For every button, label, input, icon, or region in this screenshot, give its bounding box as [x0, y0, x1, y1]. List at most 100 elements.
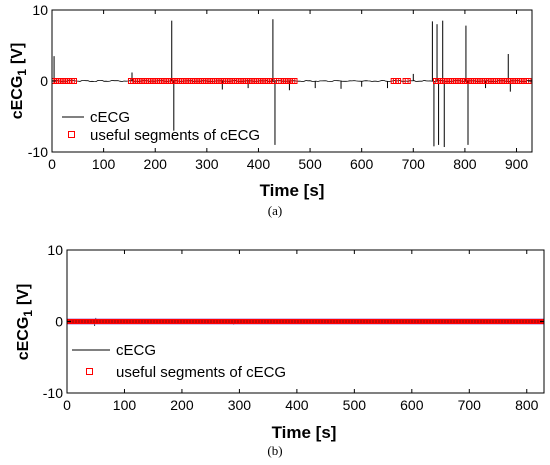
panel-b-useful-marker: [433, 319, 439, 324]
panel-b-useful-marker: [139, 319, 145, 324]
panel-b-legend-useful: useful segments of cECG: [116, 364, 286, 381]
panel-b-useful-marker: [271, 319, 277, 324]
panel-b-useful-marker: [370, 319, 376, 324]
panel-b-useful-marker: [409, 319, 415, 324]
panel-b-useful-marker: [352, 319, 358, 324]
panel-b-useful-marker: [142, 319, 148, 324]
panel-b-useful-marker: [217, 319, 223, 324]
panel-b-useful-marker: [238, 319, 244, 324]
panel-b-useful-marker: [295, 319, 301, 324]
panel-b-xtick-label: 800: [515, 397, 539, 413]
panel-b-useful-marker: [529, 319, 535, 324]
panel-b-useful-marker: [175, 319, 181, 324]
panel-b-ylabel-unit: [V]: [15, 284, 32, 305]
panel-b-xtick-label: 200: [170, 397, 194, 413]
panel-b-useful-marker: [247, 319, 253, 324]
panel-b-useful-marker: [154, 319, 160, 324]
panel-b-useful-marker: [397, 319, 403, 324]
panel-b-useful-marker: [523, 319, 529, 324]
panel-a-ytick-label: 0: [40, 73, 48, 89]
panel-b-useful-marker: [223, 319, 229, 324]
panel-b-xtick-label: 400: [285, 397, 309, 413]
panel-a-ylabel-unit: [V]: [9, 43, 26, 64]
panel-b-useful-marker: [508, 319, 514, 324]
panel-b-useful-marker: [358, 319, 364, 324]
panel-b-useful-marker: [301, 319, 307, 324]
panel-b-useful-marker: [241, 319, 247, 324]
panel-b-useful-marker: [355, 319, 361, 324]
panel-b-useful-marker: [181, 319, 187, 324]
panel-b-useful-marker: [85, 319, 91, 324]
panel-b-ytick-label: 0: [55, 314, 63, 330]
panel-b-useful-marker: [307, 319, 313, 324]
panel-b-useful-marker: [454, 319, 460, 324]
panel-b-useful-marker: [337, 319, 343, 324]
panel-b-useful-marker: [424, 319, 430, 324]
panel-b-useful-marker: [178, 319, 184, 324]
panel-b-useful-marker: [235, 319, 241, 324]
panel-b-legend-marker-swatch: [86, 368, 93, 375]
panel-b-useful-marker: [340, 319, 346, 324]
panel-b-useful-marker: [82, 319, 88, 324]
panel-b-useful-marker: [418, 319, 424, 324]
panel-a-xtick-label: 600: [350, 156, 374, 172]
panel-b-useful-marker: [169, 319, 175, 324]
panel-b-useful-marker: [76, 319, 82, 324]
panel-b-useful-marker: [298, 319, 304, 324]
panel-a-useful-marker: [395, 78, 402, 84]
panel-b-useful-marker: [145, 319, 151, 324]
panel-b-useful-marker: [373, 319, 379, 324]
panel-a-ylabel-subscript: 1: [15, 69, 29, 76]
panel-b-useful-marker: [229, 319, 235, 324]
panel-b-useful-marker: [406, 319, 412, 324]
panel-b-useful-marker: [91, 319, 97, 324]
panel-b-useful-marker: [481, 319, 487, 324]
panel-b-useful-marker: [109, 319, 115, 324]
panel-b-useful-marker: [250, 319, 256, 324]
panel-a-useful-marker: [291, 78, 298, 84]
panel-a-xtick-label: 200: [144, 156, 168, 172]
panel-b-useful-marker: [310, 319, 316, 324]
panel-b-useful-marker: [376, 319, 382, 324]
panel-b-useful-marker: [442, 319, 448, 324]
panel-b-useful-marker: [148, 319, 154, 324]
panel-b-ylabel-main: cECG: [15, 317, 32, 361]
panel-b-useful-marker: [466, 319, 472, 324]
panel-b-useful-marker: [532, 319, 538, 324]
panel-b-useful-marker: [100, 319, 106, 324]
panel-a-xtick-label: 900: [505, 156, 529, 172]
panel-b-useful-marker: [157, 319, 163, 324]
panel-b-useful-marker: [151, 319, 157, 324]
panel-b-xtick-label: 500: [343, 397, 367, 413]
panel-b-ytick-label: -10: [43, 385, 63, 401]
panel-a-legend: cECG useful segments of cECG: [62, 109, 260, 144]
panel-b-useful-marker: [256, 319, 262, 324]
panel-a-xtick-label: 100: [92, 156, 116, 172]
panel-a-xtick-label: 500: [298, 156, 322, 172]
panel-b-useful-marker: [439, 319, 445, 324]
panel-b-useful-marker: [190, 319, 196, 324]
panel-b-useful-marker: [313, 319, 319, 324]
panel-b-useful-marker: [400, 319, 406, 324]
panel-b-useful-marker: [445, 319, 451, 324]
panel-a-legend-useful: useful segments of cECG: [90, 127, 260, 144]
panel-b-useful-marker: [322, 319, 328, 324]
panel-b-useful-marker: [316, 319, 322, 324]
panel-b-useful-marker: [166, 319, 172, 324]
panel-b-useful-marker: [451, 319, 457, 324]
panel-b-useful-marker: [328, 319, 334, 324]
panel-b-useful-marker: [136, 319, 142, 324]
panel-a-plot-marks: [52, 19, 532, 148]
panel-b-ylabel: cECG1 [V]: [15, 284, 35, 361]
panel-b-useful-marker: [244, 319, 250, 324]
panel-b-useful-marker: [265, 319, 271, 324]
panel-b-useful-marker: [325, 319, 331, 324]
panel-b-useful-marker: [364, 319, 370, 324]
panel-b-useful-marker: [193, 319, 199, 324]
panel-b-useful-marker: [427, 319, 433, 324]
panel-a-caption: (a): [268, 203, 282, 218]
panel-b-useful-marker: [79, 319, 85, 324]
